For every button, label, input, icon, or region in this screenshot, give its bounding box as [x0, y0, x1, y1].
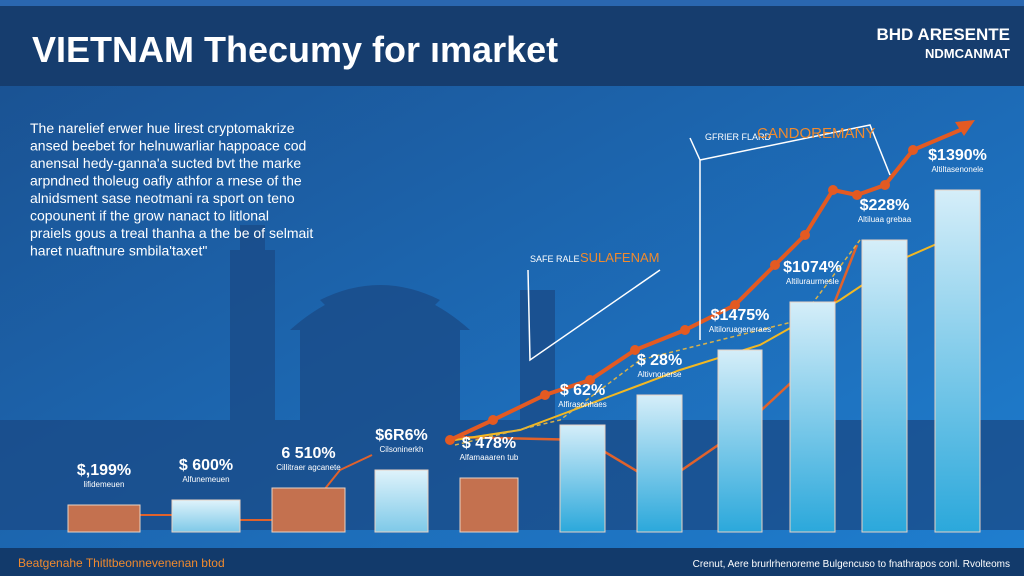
bar-sublabel: lifidemeuen [84, 480, 125, 489]
paragraph-line: arpndned tholeug oafly athfor a rnese of… [30, 173, 302, 189]
bar [717, 349, 763, 533]
annotation-tag: GFRIER FLARD [705, 132, 772, 142]
line-marker [680, 325, 690, 335]
bar [459, 477, 519, 533]
bar-label: $ 62% [560, 382, 605, 399]
line-marker [800, 230, 810, 240]
bar-label: $ 600% [179, 457, 233, 474]
bars: $,199%lifidemeuen $ 600%Alfunemeuen 6 510%… [67, 147, 987, 533]
line-marker [852, 190, 862, 200]
bar [67, 504, 141, 533]
brand: NDMCANMAT [925, 46, 1010, 61]
line-marker [488, 415, 498, 425]
bar [861, 239, 908, 533]
paragraph: The narelief erwer hue lirest cryptomakr… [30, 120, 313, 259]
line-marker [730, 300, 740, 310]
paragraph-line: copounent if the grow nanact to litlonal [30, 208, 269, 224]
line-marker [445, 435, 455, 445]
bar-label: $1475% [711, 307, 770, 324]
bar-sublabel: Altiluaa grebaa [858, 215, 912, 224]
bar-sublabel: Cillitraer agcanete [276, 463, 341, 472]
arrow-head [955, 120, 975, 136]
bar [636, 394, 683, 533]
bar-label: $ 478% [462, 435, 516, 452]
bar-sublabel: Altiloruageneraes [709, 325, 771, 334]
line-marker [880, 180, 890, 190]
bar [171, 499, 241, 533]
footer-band [0, 548, 1024, 576]
annotation: CANDOREMANY [757, 125, 875, 142]
line-marker [908, 145, 918, 155]
brand: BHD ARESENTE [877, 25, 1011, 44]
bar-sublabel: Alfunemeuen [182, 475, 229, 484]
paragraph-line: anensal hedy-ganna'a sucted bvt the mark… [30, 155, 301, 171]
callout-line [699, 124, 891, 176]
bar-label: $1390% [928, 147, 987, 164]
footer-right: Crenut, Aere brurlrhenoreme Bulgencuso t… [693, 559, 1010, 570]
bar-sublabel: Cilsoninerkh [379, 445, 423, 454]
bar-sublabel: Alfirasonhaes [558, 400, 606, 409]
line-marker [585, 375, 595, 385]
line-marker [630, 345, 640, 355]
bar-label: 6 510% [281, 445, 335, 462]
header-top [0, 0, 1024, 6]
paragraph-line: The narelief erwer hue lirest cryptomakr… [30, 120, 295, 136]
annotation-tag: SAFE RALE [530, 254, 580, 264]
bar-label: $ 28% [637, 352, 682, 369]
line-marker [828, 185, 838, 195]
bar-sublabel: Altiltasenonele [931, 165, 984, 174]
footer-left: Beatgenahe Thitltbeonnevenenan btod [18, 556, 225, 570]
bar-sublabel: Altiluraurmesle [786, 277, 839, 286]
annotation: SULAFENAM [580, 250, 659, 265]
bar [934, 189, 981, 533]
paragraph-line: alnidsment sase neotmani ra sport on ten… [30, 190, 295, 206]
bar [374, 469, 429, 533]
title: VIETNAM Thecumy for ımarket [32, 29, 558, 70]
line-marker [770, 260, 780, 270]
paragraph-line: ansed beebet for helnuwarliar happoace c… [30, 138, 306, 154]
bar [559, 424, 606, 533]
paragraph-line: praiels gous a treal thanha a the be of … [30, 225, 313, 241]
line-marker [540, 390, 550, 400]
bar-label: $228% [860, 197, 910, 214]
bar [271, 487, 346, 533]
bar-sublabel: Altivnonerse [637, 370, 682, 379]
bar-sublabel: Alfamaaaren tub [460, 453, 519, 462]
header-band [0, 0, 1024, 86]
bar-label: $1074% [783, 259, 842, 276]
bar-label: $6R6% [375, 427, 427, 444]
bar-label: $,199% [77, 462, 131, 479]
paragraph-line: haret nuaftnure smbila'taxet" [30, 243, 207, 259]
callout-line [527, 269, 661, 362]
bar [789, 301, 836, 533]
